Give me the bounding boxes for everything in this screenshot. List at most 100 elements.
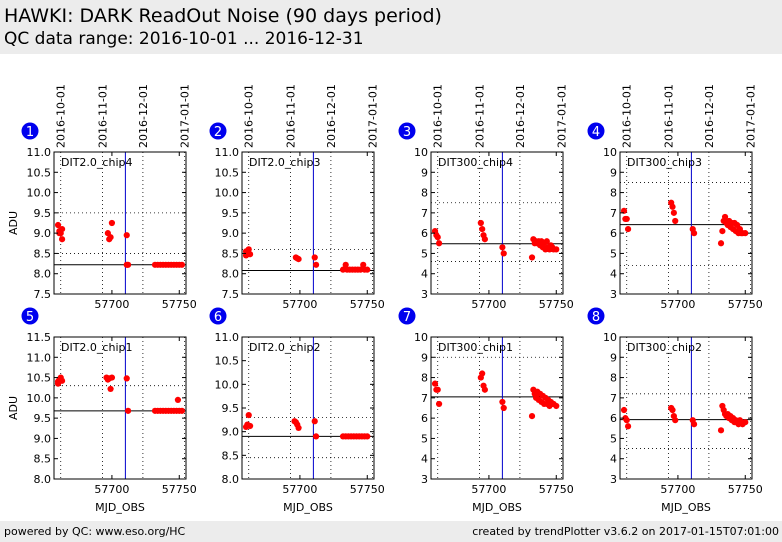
y-tick-label: 9 xyxy=(610,166,617,179)
panel-number: 5 xyxy=(26,310,34,325)
panel-label: DIT2.0_chip2 xyxy=(249,341,320,354)
plot-frame xyxy=(619,336,753,480)
data-point xyxy=(431,380,439,387)
data-point xyxy=(719,228,726,235)
chart-grid: 7.5 8.0 8.5 9.0 9.5 10.0 10.5 11.0 57700 57750 DIT… xyxy=(7,84,763,514)
data-point xyxy=(178,261,186,268)
panel-number-badge xyxy=(587,122,605,140)
panel-number: 8 xyxy=(592,310,600,325)
y-tick-label: 10 xyxy=(414,331,428,344)
x-tick-label: 57700 xyxy=(660,298,695,311)
data-point xyxy=(342,261,349,268)
data-point xyxy=(123,261,130,268)
y-axis-label: ADU xyxy=(7,396,20,420)
panel-label: DIT300_chip1 xyxy=(438,341,513,354)
panel-number: 7 xyxy=(403,310,411,325)
data-point xyxy=(108,219,116,227)
x-tick-label: 57700 xyxy=(471,483,506,496)
y-tick-label: 10.5 xyxy=(215,355,240,368)
x-axis-label: MJD_OBS xyxy=(283,501,333,514)
date-tick-label: 2016-10-01 xyxy=(432,84,445,148)
y-tick-label: 8.5 xyxy=(34,247,52,260)
y-tick-label: 5 xyxy=(421,432,428,445)
data-point xyxy=(543,238,550,245)
panel-label: DIT300_chip4 xyxy=(438,156,513,169)
data-point xyxy=(669,406,676,414)
data-point xyxy=(499,398,506,406)
x-tick-label: 57700 xyxy=(282,483,317,496)
data-point xyxy=(435,400,443,408)
y-tick-label: 7.5 xyxy=(222,288,240,301)
y-tick-label: 10.0 xyxy=(215,378,240,391)
panel-number: 3 xyxy=(403,125,411,140)
data-point xyxy=(174,396,182,403)
data-point xyxy=(499,244,506,251)
y-tick-label: 8.0 xyxy=(222,268,240,281)
chart-panel-7: 3 4 5 6 7 8 9 10 57700 57750 DIT300_chip1 7 MJD_OBS xyxy=(398,307,574,514)
y-tick-label: 10 xyxy=(603,146,617,159)
panel-number: 1 xyxy=(26,125,34,140)
data-point xyxy=(123,375,130,382)
data-point xyxy=(295,256,302,263)
x-tick-label: 57750 xyxy=(728,298,763,311)
page-title: HAWKI: DARK ReadOut Noise (90 days perio… xyxy=(4,5,442,27)
chart-panel-6: 8.0 8.5 9.0 9.5 10.0 10.5 11.0 57700 57750 DIT2.0… xyxy=(209,307,385,514)
data-point xyxy=(312,261,320,268)
x-tick-label: 57750 xyxy=(350,483,385,496)
data-point xyxy=(717,240,725,247)
data-point xyxy=(477,219,484,227)
data-point xyxy=(245,412,252,419)
y-tick-label: 7 xyxy=(610,392,617,405)
x-axis-label: MJD_OBS xyxy=(95,501,145,514)
date-tick-label: 2016-10-01 xyxy=(621,84,634,148)
data-point xyxy=(58,236,66,243)
data-point xyxy=(245,246,252,253)
data-point xyxy=(528,413,536,420)
data-point xyxy=(481,386,488,393)
page-footer: powered by QC: www.eso.org/HC created by… xyxy=(0,521,782,542)
data-point xyxy=(670,209,677,216)
date-tick-label: 2017-01-01 xyxy=(745,84,758,148)
panel-number: 6 xyxy=(214,310,222,325)
data-point xyxy=(58,377,66,384)
panel-label: DIT2.0_chip3 xyxy=(249,156,320,169)
y-tick-label: 9.5 xyxy=(222,402,240,415)
data-point xyxy=(553,402,560,410)
panel-label: DIT2.0_chip4 xyxy=(61,156,132,169)
y-tick-label: 9.5 xyxy=(34,412,52,425)
y-tick-label: 11.0 xyxy=(215,146,240,159)
data-point xyxy=(500,250,507,257)
x-axis-label: MJD_OBS xyxy=(472,501,522,514)
data-point xyxy=(107,385,114,393)
y-axis-label: ADU xyxy=(7,211,20,235)
footer-powered-by[interactable]: powered by QC: www.eso.org/HC xyxy=(4,525,186,538)
y-tick-label: 8.0 xyxy=(34,473,52,486)
date-tick-label: 2016-11-01 xyxy=(473,84,486,148)
y-tick-label: 9.0 xyxy=(34,227,52,240)
y-tick-label: 5 xyxy=(610,247,617,260)
y-tick-label: 8.5 xyxy=(34,453,52,466)
date-tick-label: 2016-12-01 xyxy=(514,84,527,148)
x-tick-label: 57700 xyxy=(660,483,695,496)
x-tick-label: 57750 xyxy=(350,298,385,311)
panel-number-badge xyxy=(209,307,227,325)
y-tick-label: 9 xyxy=(610,351,617,364)
plot-frame xyxy=(619,151,753,295)
date-tick-label: 2016-11-01 xyxy=(662,84,675,148)
data-point xyxy=(311,418,318,425)
data-point xyxy=(107,234,114,241)
plot-frame xyxy=(430,151,564,295)
chart-panel-1: 7.5 8.0 8.5 9.0 9.5 10.0 10.5 11.0 57700 57750 DIT… xyxy=(7,84,197,311)
data-point xyxy=(295,424,302,431)
data-point xyxy=(54,221,62,229)
y-tick-label: 8 xyxy=(421,372,428,385)
y-tick-label: 5 xyxy=(421,247,428,260)
data-point xyxy=(481,236,488,243)
page-header: HAWKI: DARK ReadOut Noise (90 days perio… xyxy=(0,0,782,54)
y-tick-label: 8 xyxy=(610,372,617,385)
date-tick-label: 2017-01-01 xyxy=(179,84,192,148)
data-point xyxy=(364,266,371,273)
y-tick-label: 8 xyxy=(421,187,428,200)
data-point xyxy=(742,230,749,237)
data-point xyxy=(742,419,749,426)
